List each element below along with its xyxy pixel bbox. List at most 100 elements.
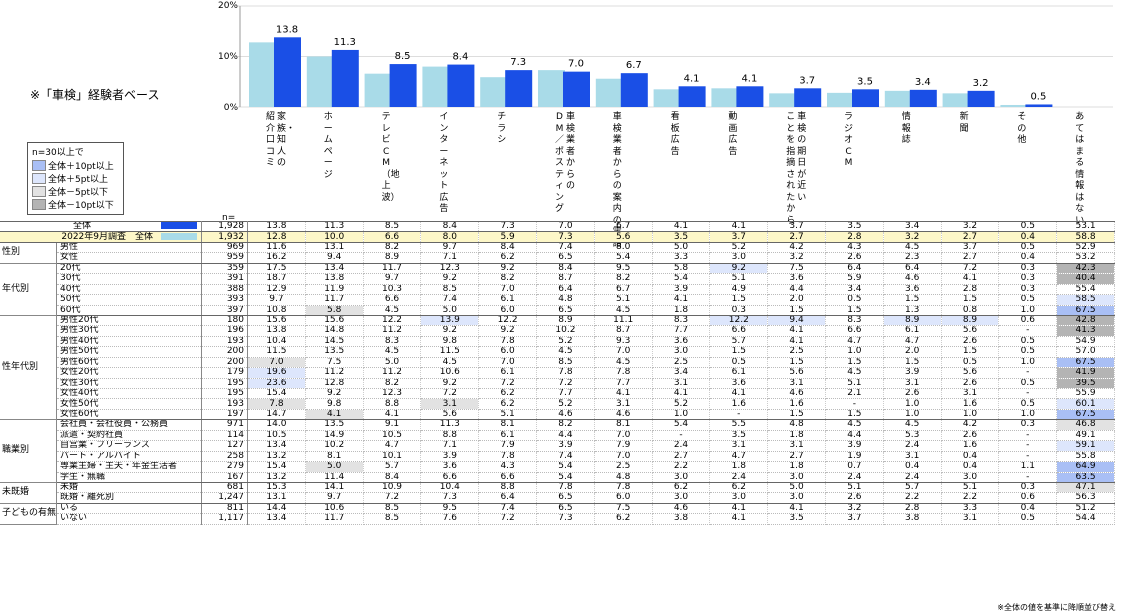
row-group: 未既婚 xyxy=(0,482,58,504)
table-cell: 0.5 xyxy=(998,220,1058,233)
table-cell: 5.3 xyxy=(883,430,942,442)
table-cell: 7.3 xyxy=(420,492,480,504)
row-label: 女性 xyxy=(56,252,203,264)
table-cell: 7.2 xyxy=(478,378,537,390)
table-cell: 2.2 xyxy=(941,492,1000,504)
table-cell: 5.6 xyxy=(941,325,1000,337)
table-row: 未既婚 未婚 681 15.3 14.1 10.9 10.4 8.8 7.8 7.8 6.2 6.2 5… xyxy=(0,482,1115,504)
data-label: 7.0 xyxy=(568,59,584,70)
table-cell: 2.6 xyxy=(883,388,942,400)
table-cell: 13.4 xyxy=(247,440,306,452)
table-cell: 5.8 xyxy=(652,263,711,275)
table-cell: 5.1 xyxy=(594,294,653,306)
table-cell: 3.1 xyxy=(883,378,942,390)
table-cell: 9.8 xyxy=(305,398,364,410)
table-cell: 2.6 xyxy=(825,492,884,504)
table-cell: 1.1 xyxy=(998,461,1058,473)
table-cell: 1.6 xyxy=(941,398,1000,410)
table-cell: 7.0 xyxy=(594,430,653,442)
table-cell: 13.2 xyxy=(247,472,306,483)
table-cell: 3.3 xyxy=(941,503,1000,515)
table-cell: 7.2 xyxy=(363,492,422,504)
row-label: 女性30代 xyxy=(56,378,203,390)
table-cell: 1.5 xyxy=(941,346,1000,358)
table-cell: 64.9 xyxy=(1056,461,1115,473)
table-row: 女性30代 195 23.6 12.8 8.2 9.2 7.2 7.2 7.7 3.1 3.6 3.1… xyxy=(0,378,1115,390)
table-cell: 8.5 xyxy=(363,513,422,525)
table-cell: 54.9 xyxy=(1056,336,1115,348)
data-table: 全体 1,928 13.8 11.3 8.5 8.4 7.3 7.0 6.7 4.1 4.1 3.7 3… xyxy=(0,220,1115,525)
table-cell: 8.2 xyxy=(536,419,595,431)
table-cell: 3.7 xyxy=(825,513,884,525)
row-n: 167 xyxy=(201,472,249,483)
table-cell: 4.7 xyxy=(363,440,422,452)
table-cell: 4.1 xyxy=(709,220,769,233)
table-cell: 6.6 xyxy=(363,294,422,306)
table-row: 男性60代 200 7.0 7.5 5.0 4.5 7.0 8.5 4.5 2.5 0.5 1.5 1.… xyxy=(0,357,1115,369)
row-n: 969 xyxy=(201,242,249,254)
table-row: 60代 397 10.8 5.8 4.5 5.0 6.0 6.5 4.5 1.8 0.3 1.5 1.5… xyxy=(0,305,1115,316)
table-cell: 4.5 xyxy=(825,367,884,379)
category-label-line: 新聞 xyxy=(959,112,969,134)
table-cell: 2.7 xyxy=(767,231,826,243)
table-cell: 11.3 xyxy=(420,419,480,431)
table-cell: 7.4 xyxy=(536,451,595,463)
table-cell: 12.3 xyxy=(420,263,480,275)
table-cell: 4.7 xyxy=(709,451,769,463)
table-row: 子どもの有無 いる 811 14.4 10.6 8.5 9.5 7.4 6.5 7.5 4.6 4.1… xyxy=(0,503,1115,525)
table-cell: 14.0 xyxy=(247,419,306,431)
table-cell: 2.8 xyxy=(941,284,1000,296)
table-cell: 13.8 xyxy=(305,273,364,285)
legend-label: 全体＋10pt以上 xyxy=(48,162,114,172)
table-cell: 7.8 xyxy=(478,451,537,463)
table-cell: 11.3 xyxy=(305,220,364,233)
row-n: 179 xyxy=(201,367,249,379)
table-cell: 11.5 xyxy=(420,346,480,358)
row-group: 年代別 xyxy=(0,263,58,316)
bar-previous xyxy=(884,90,912,107)
legend-item: 全体－10pt以下 xyxy=(32,198,120,211)
table-cell: 3.4 xyxy=(883,220,942,233)
row-label: いない xyxy=(56,513,203,525)
table-cell: 14.4 xyxy=(247,503,306,515)
table-cell: 3.9 xyxy=(883,367,942,379)
table-cell: 4.1 xyxy=(652,388,711,400)
table-cell: 3.2 xyxy=(767,252,826,264)
table-cell: 11.7 xyxy=(363,263,422,275)
table-cell: 4.1 xyxy=(709,503,769,515)
table-cell: 16.2 xyxy=(247,252,306,264)
table-row: 男性30代 196 13.8 14.8 11.2 9.2 9.2 10.2 8.7 7.7 6.6 4… xyxy=(0,325,1115,337)
table-cell: 0.5 xyxy=(709,357,769,369)
table-cell: 5.7 xyxy=(363,461,422,473)
table-cell: 49.1 xyxy=(1056,430,1115,442)
table-cell: 0.3 xyxy=(998,284,1058,296)
table-cell: 9.2 xyxy=(420,273,480,285)
row-label: 40代 xyxy=(56,284,203,296)
table-cell: 0.3 xyxy=(998,482,1058,494)
table-cell: 4.7 xyxy=(883,336,942,348)
table-cell: 41.9 xyxy=(1056,367,1115,379)
table-row: 既婚・離死別 1,247 13.1 9.7 7.2 7.3 6.4 6.5 6.0 3.0 3.0 3… xyxy=(0,492,1115,504)
table-cell: 23.6 xyxy=(247,378,306,390)
legend-header: n=30以上で xyxy=(32,148,84,158)
table-row: 職業別 会社員・会社役員・公務員 971 14.0 13.5 9.1 11.3 8.1 8.2 8… xyxy=(0,419,1115,483)
bar-previous xyxy=(653,89,681,107)
table-cell: 3.1 xyxy=(941,388,1000,400)
table-cell: 8.4 xyxy=(420,220,480,233)
table-cell: 3.1 xyxy=(883,451,942,463)
bar-current xyxy=(794,88,822,107)
table-cell: 6.2 xyxy=(709,482,769,494)
table-cell: 12.8 xyxy=(247,231,306,243)
category-label-line: 家族・知人の xyxy=(277,112,296,168)
table-cell: 5.2 xyxy=(536,336,595,348)
category-label-line: その他 xyxy=(1017,112,1027,145)
total-swatch xyxy=(161,222,198,230)
table-cell: 2.7 xyxy=(941,252,1000,264)
table-cell: 0.6 xyxy=(998,492,1058,504)
table-cell: 6.1 xyxy=(709,367,769,379)
table-cell: 3.0 xyxy=(709,492,769,504)
table-cell: 3.0 xyxy=(652,492,711,504)
table-cell: 5.4 xyxy=(594,252,653,264)
table-cell: 5.4 xyxy=(652,419,711,431)
table-cell: 14.1 xyxy=(305,482,364,494)
